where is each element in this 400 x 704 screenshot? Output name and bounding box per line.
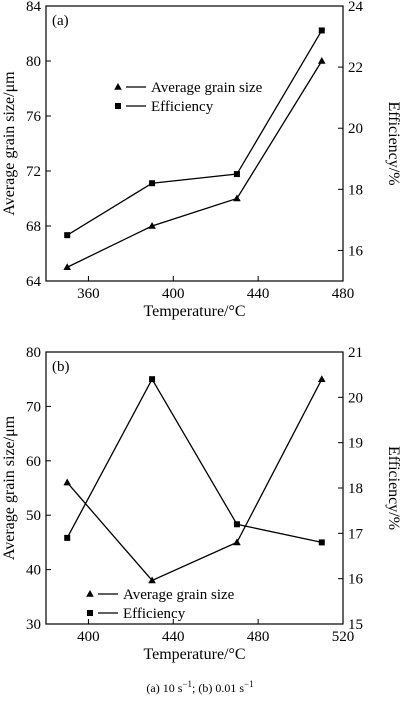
legend-marker-square [115,103,121,109]
y-left-tick-label: 60 [26,454,41,470]
data-point-triangle [317,375,326,382]
legend-marker-triangle [114,83,122,90]
y-right-tick-label: 19 [348,436,363,452]
chart-panels: 360 400 440 480 64 68 72 76 80 84 16 18 20 22 24 Temper… [1,0,400,663]
data-point-square [318,27,325,34]
y-left-tick-label: 40 [26,563,41,579]
y-left-tick-label: 68 [26,219,41,235]
data-point-square [318,539,325,546]
x-axis-label: Temperature/°C [143,303,245,320]
data-point-triangle [63,478,72,486]
y-right-tick-label: 16 [348,572,364,588]
x-tick-label: 440 [162,629,185,645]
figure-caption: (a) 10 s−1; (b) 0.01 s−1 [146,679,253,695]
data-point-triangle [63,263,72,271]
y-right-tick-label: 22 [348,60,363,76]
data-point-square [64,232,71,239]
y-left-tick-label: 64 [26,274,42,290]
y-right-tick-label: 20 [348,390,363,406]
data-point-square [149,376,156,383]
y-right-axis-label: Efficiency/% [385,446,400,530]
y-left-tick-label: 50 [26,508,41,524]
legend-marker-triangle [86,590,94,597]
panel-label: (a) [52,13,69,29]
y-right-axis-label: Efficiency/% [385,101,400,185]
y-right-tick-label: 21 [348,345,363,361]
y-left-tick-label: 30 [26,617,41,633]
data-point-triangle [233,194,241,202]
y-left-tick-label: 76 [26,109,42,125]
data-point-square [233,521,240,528]
x-tick-label: 520 [332,629,355,645]
legend: Average grain size Efficiency [86,587,235,622]
data-point-triangle [148,576,156,584]
caption-part-b: ; (b) 0.01 s [192,681,244,695]
caption-exp-a: −1 [182,679,192,689]
data-point-square [233,171,240,178]
legend: Average grain size Efficiency [114,80,263,115]
series-line [66,378,323,582]
plot-frame [45,351,344,625]
chart-panel: 400 440 480 520 30 40 50 60 70 80 15 16 17 18 19 20 21 Te… [1,345,400,663]
y-left-tick-label: 80 [26,54,41,70]
caption-exp-b: −1 [244,679,254,689]
y-left-axis-label: Average grain size/μm [1,415,18,560]
y-right-tick-label: 18 [348,182,363,198]
y-right-tick-label: 16 [348,243,364,259]
y-left-tick-label: 80 [26,345,41,361]
series-line [66,377,322,544]
chart-panel: 360 400 440 480 64 68 72 76 80 84 16 18 20 22 24 Temper… [1,0,400,320]
legend-marker-square [87,610,93,616]
y-right-tick-label: 15 [348,617,363,633]
x-tick-label: 480 [332,286,355,302]
series-line [66,30,323,236]
y-left-tick-label: 70 [26,399,41,415]
y-right-tick-label: 17 [348,526,364,542]
legend-entry: Average grain size [123,587,235,603]
data-point-triangle [233,538,241,546]
x-tick-label: 440 [247,286,270,302]
data-point-triangle [317,57,326,64]
panel-label: (b) [52,359,70,375]
series-line [66,60,323,268]
x-axis-label: Temperature/°C [143,646,245,663]
data-point-square [149,180,156,187]
y-left-tick-label: 72 [26,164,41,180]
legend-entry: Efficiency [123,606,186,622]
legend-entry: Efficiency [151,99,214,115]
x-tick-label: 400 [162,286,185,302]
x-tick-label: 360 [77,286,100,302]
data-point-triangle [148,222,156,229]
plot-frame [45,5,344,282]
y-right-tick-label: 24 [348,0,364,15]
caption-part-a: (a) 10 s [146,681,182,695]
y-left-tick-label: 84 [26,0,42,15]
x-tick-label: 400 [77,629,100,645]
y-right-tick-label: 20 [348,121,363,137]
x-tick-label: 480 [247,629,270,645]
data-point-square [64,534,71,541]
y-left-axis-label: Average grain size/μm [1,71,18,216]
legend-entry: Average grain size [151,80,263,96]
y-right-tick-label: 18 [348,481,363,497]
